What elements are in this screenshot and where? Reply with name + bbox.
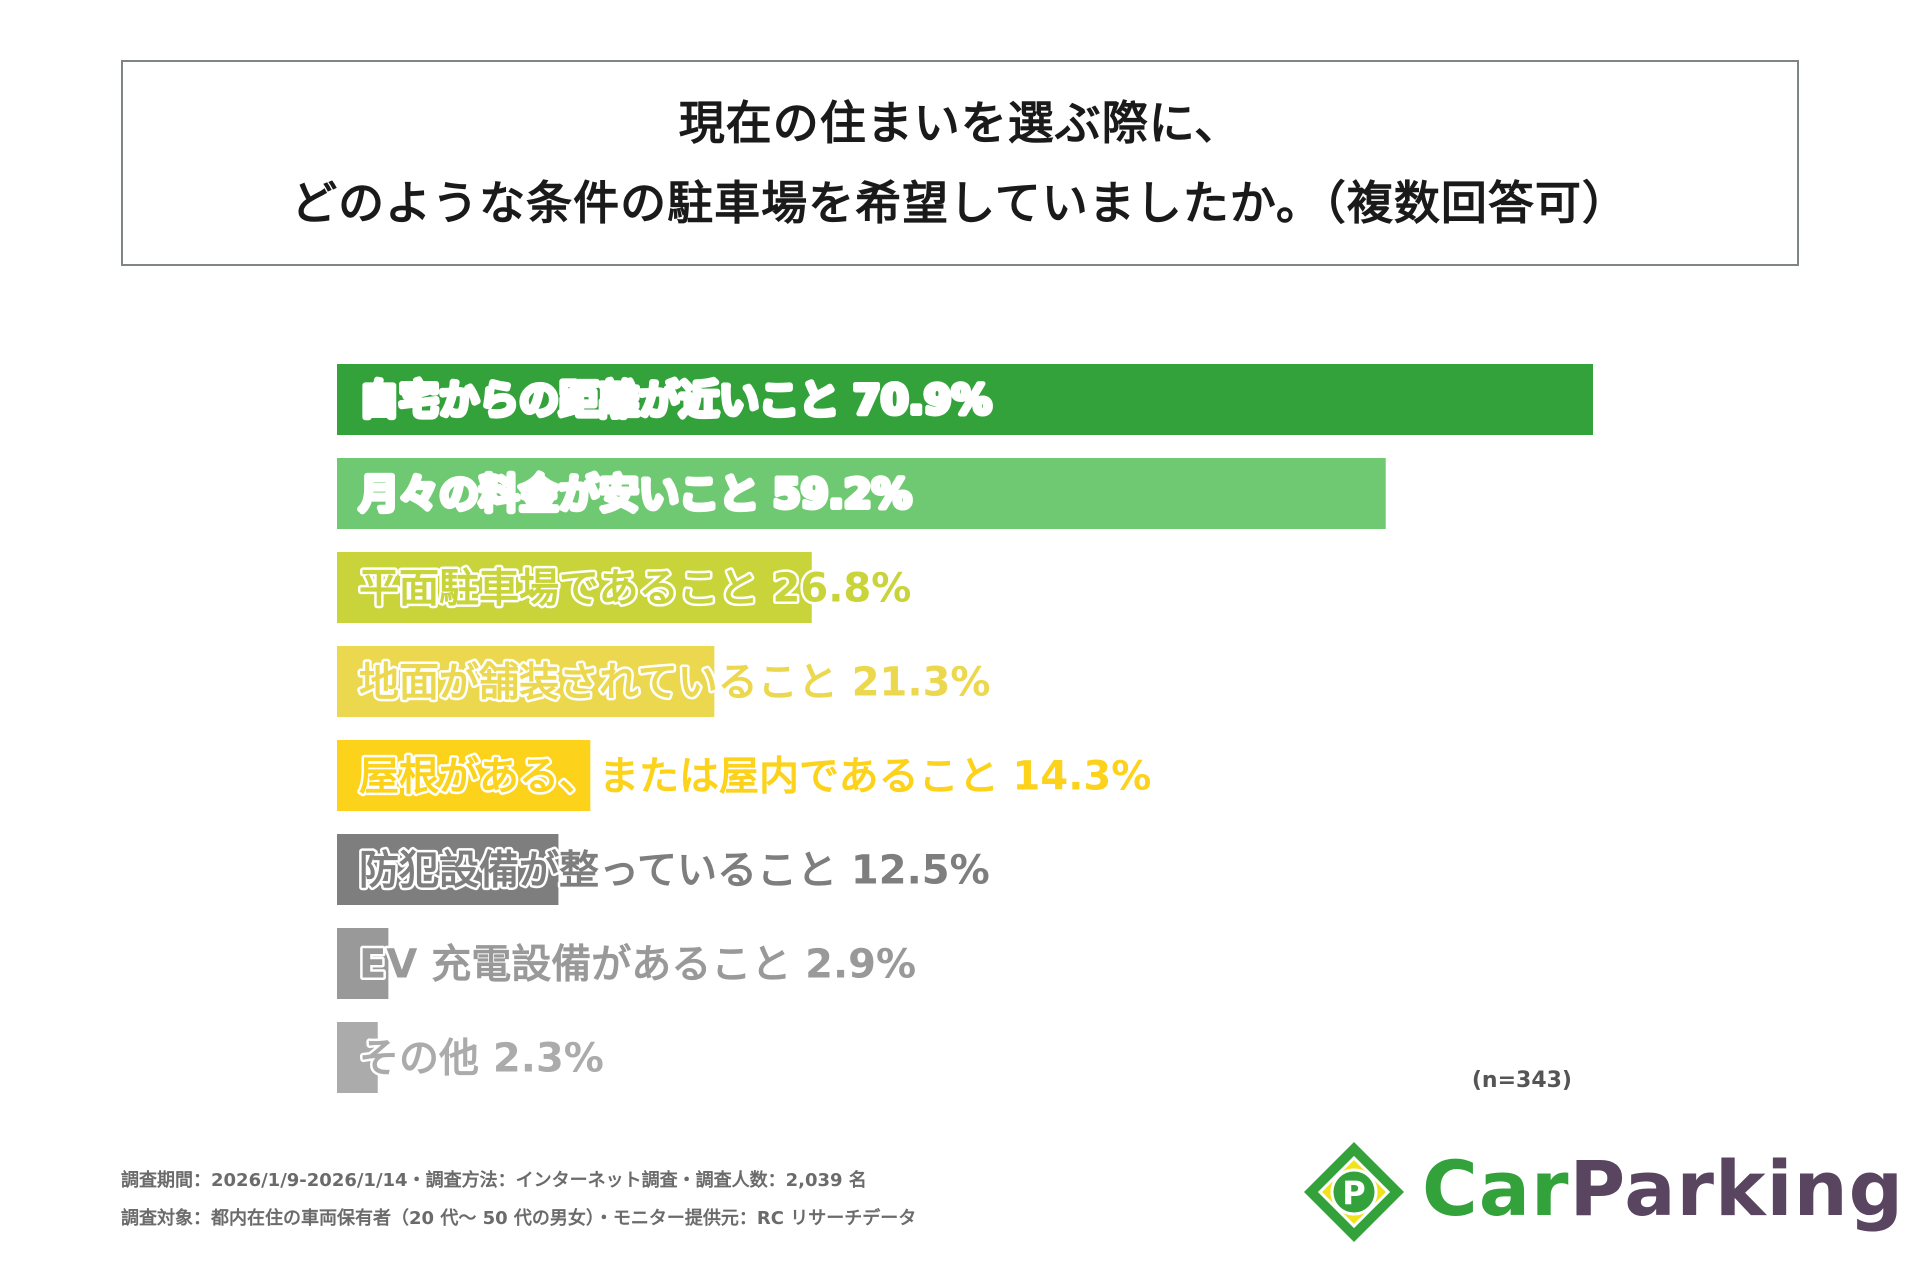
chart-title-line-1: 現在の住まいを選ぶ際に、 [678, 96, 1242, 150]
bar-label-4: 地面が舗装されていること 21.3% [359, 660, 991, 706]
survey-footnote-2: 調査対象：都内在住の車両保有者（20 代～ 50 代の男女）・モニター提供元：R… [121, 1208, 917, 1229]
bar-6 [337, 834, 559, 905]
bar-4 [337, 646, 715, 717]
logo-text-car: Car [1422, 1144, 1570, 1233]
chart-title-box: 現在の住まいを選ぶ際に、 どのような条件の駐車場を希望していましたか。（複数回答… [121, 60, 1799, 266]
survey-footnote-1: 調査期間：2026/1/9-2026/1/14・調査方法：インターネット調査・調… [121, 1170, 867, 1191]
bar-label-7: EV 充電設備があること 2.9% [359, 942, 916, 988]
bar-5 [337, 740, 591, 811]
bar-1 [337, 364, 1593, 435]
carparking-logo: P CarParking [1296, 1134, 1903, 1250]
logo-wordmark: CarParking [1422, 1144, 1904, 1233]
logo-circle [1330, 1168, 1378, 1216]
bar-label-2: 月々の料金が安いこと 59.2% [359, 472, 912, 518]
bar-2 [337, 458, 1386, 529]
bar-8 [337, 1022, 378, 1093]
bar-label-3: 平面駐車場であること 26.8% [359, 566, 911, 612]
bar-3 [337, 552, 812, 623]
bar-label-8: その他 2.3% [359, 1036, 604, 1082]
bar-7 [337, 928, 389, 999]
logo-text-parking: Parking [1569, 1144, 1905, 1233]
chart-title-line-2: どのような条件の駐車場を希望していましたか。（複数回答可） [291, 176, 1629, 230]
sample-size-note: (n=343) [1471, 1068, 1572, 1093]
logo-mark-letter: P [1342, 1174, 1365, 1212]
carparking-logo-icon: P [1304, 1142, 1404, 1242]
bar-label-1: 自宅からの距離が近いこと 70.9% [359, 378, 992, 424]
bar-label-5: 屋根がある、または屋内であること 14.3% [359, 754, 1151, 800]
bar-label-6: 防犯設備が整っていること 12.5% [359, 848, 990, 894]
